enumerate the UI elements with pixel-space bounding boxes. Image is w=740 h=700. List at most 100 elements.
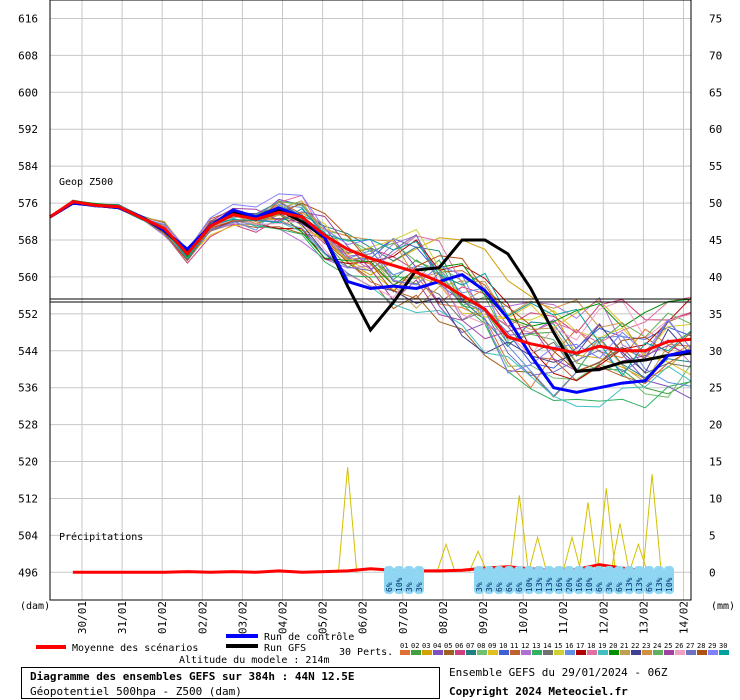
member-swatch (466, 650, 476, 655)
snow-label: 3% (605, 582, 614, 592)
member-swatch (433, 650, 443, 655)
x-tick-label: 13/02 (637, 601, 650, 634)
member-line (49, 200, 692, 384)
chart-subtitle: Géopotentiel 500hpa - Z500 (dam) (30, 685, 242, 698)
member-number: 30 (719, 642, 727, 650)
y2-tick-label: 30 (709, 345, 722, 358)
member-swatch (653, 650, 663, 655)
snow-marker (554, 566, 564, 594)
member-swatch (444, 650, 454, 655)
y-tick-label: 504 (18, 529, 38, 542)
x-tick-label: 12/02 (597, 601, 610, 634)
y-tick-label: 552 (18, 308, 38, 321)
snow-label: 13% (635, 577, 644, 592)
member-number: 11 (510, 642, 518, 650)
snow-marker (524, 566, 534, 594)
member-number: 13 (532, 642, 540, 650)
snow-marker (384, 566, 394, 594)
member-number: 08 (477, 642, 485, 650)
geop-annotation: Geop Z500 (59, 177, 113, 188)
member-swatch (719, 650, 729, 655)
x-tick-label: 11/02 (557, 601, 570, 634)
y2-tick-label: 45 (709, 234, 722, 247)
snow-marker (614, 566, 624, 594)
member-line (49, 201, 692, 389)
snow-label: 10% (665, 577, 674, 592)
precip-spike (562, 535, 582, 573)
precip-spike (337, 467, 358, 573)
member-swatch (587, 650, 597, 655)
altitude-label: Altitude du modele : 214m (179, 655, 330, 666)
y-tick-label: 544 (18, 345, 38, 358)
y2-tick-label: 20 (709, 419, 722, 432)
snow-marker (494, 566, 504, 594)
snow-label: 6% (505, 582, 514, 592)
member-number: 28 (697, 642, 705, 650)
precip-spike (628, 542, 648, 573)
x-tick-label: 31/01 (116, 601, 129, 634)
run-info: Ensemble GEFS du 29/01/2024 - 06Z (449, 666, 668, 679)
snow-marker (624, 566, 634, 594)
y2-tick-label: 55 (709, 160, 722, 173)
y-tick-label: 608 (18, 49, 38, 62)
snow-marker (574, 566, 584, 594)
member-swatch (708, 650, 718, 655)
chart-title: Diagramme des ensembles GEFS sur 384h : … (30, 670, 355, 683)
left-axis-unit: (dam) (20, 601, 50, 612)
member-swatch (543, 650, 553, 655)
y-tick-label: 616 (18, 12, 38, 25)
main-series (49, 200, 692, 394)
legend-mean-label: Moyenne des scénarios (72, 642, 198, 654)
member-swatch (598, 650, 608, 655)
y-tick-label: 512 (18, 492, 38, 505)
member-swatch (686, 650, 696, 655)
y-tick-label: 536 (18, 382, 38, 395)
precip-spike (468, 550, 488, 573)
snow-label: 10% (395, 577, 404, 592)
y-tick-label: 560 (18, 271, 38, 284)
precip-annotation: Précipitations (59, 531, 143, 543)
member-legend: 01 02 03 04 05 06 07 08 09 10 11 12 13 14 15 16 17 18 19 20… (400, 642, 729, 655)
member-line (49, 200, 692, 328)
member-swatch (455, 650, 465, 655)
snow-label: 3% (485, 582, 494, 592)
legend-control-label: Run de contrôle (264, 631, 354, 643)
y-tick-label: 576 (18, 197, 38, 210)
grid (50, 0, 691, 600)
x-tick-label: 30/01 (76, 601, 89, 634)
precip-spike (578, 502, 598, 573)
axis-labels: 6166086005925845765685605525445365285205… (18, 12, 722, 634)
member-number: 15 (554, 642, 562, 650)
member-number: 17 (576, 642, 584, 650)
member-number: 29 (708, 642, 716, 650)
member-line (49, 200, 692, 372)
member-swatch (620, 650, 630, 655)
member-number: 12 (521, 642, 529, 650)
ensemble-members (49, 193, 692, 409)
precip-spike (527, 535, 548, 573)
member-swatch (664, 650, 674, 655)
right-axis-unit: (mm) (711, 601, 735, 612)
member-number: 20 (609, 642, 617, 650)
snow-marker (394, 566, 404, 594)
y2-tick-label: 35 (709, 308, 722, 321)
member-number: 24 (653, 642, 661, 650)
y-tick-label: 496 (18, 566, 38, 579)
member-swatch (477, 650, 487, 655)
member-number: 19 (598, 642, 606, 650)
snow-marker (594, 566, 604, 594)
snow-label: 10% (585, 577, 594, 592)
snow-label: 6% (515, 582, 524, 592)
member-line (49, 201, 692, 364)
member-line (49, 200, 692, 408)
snow-label: 3% (415, 582, 424, 592)
member-number: 03 (422, 642, 430, 650)
snow-label: 10% (525, 577, 534, 592)
y2-tick-label: 50 (709, 197, 722, 210)
snow-marker (404, 566, 414, 594)
member-swatch (422, 650, 432, 655)
legend-gfs-label: Run GFS (264, 643, 306, 654)
series-line (49, 200, 692, 355)
y2-tick-label: 15 (709, 456, 722, 469)
